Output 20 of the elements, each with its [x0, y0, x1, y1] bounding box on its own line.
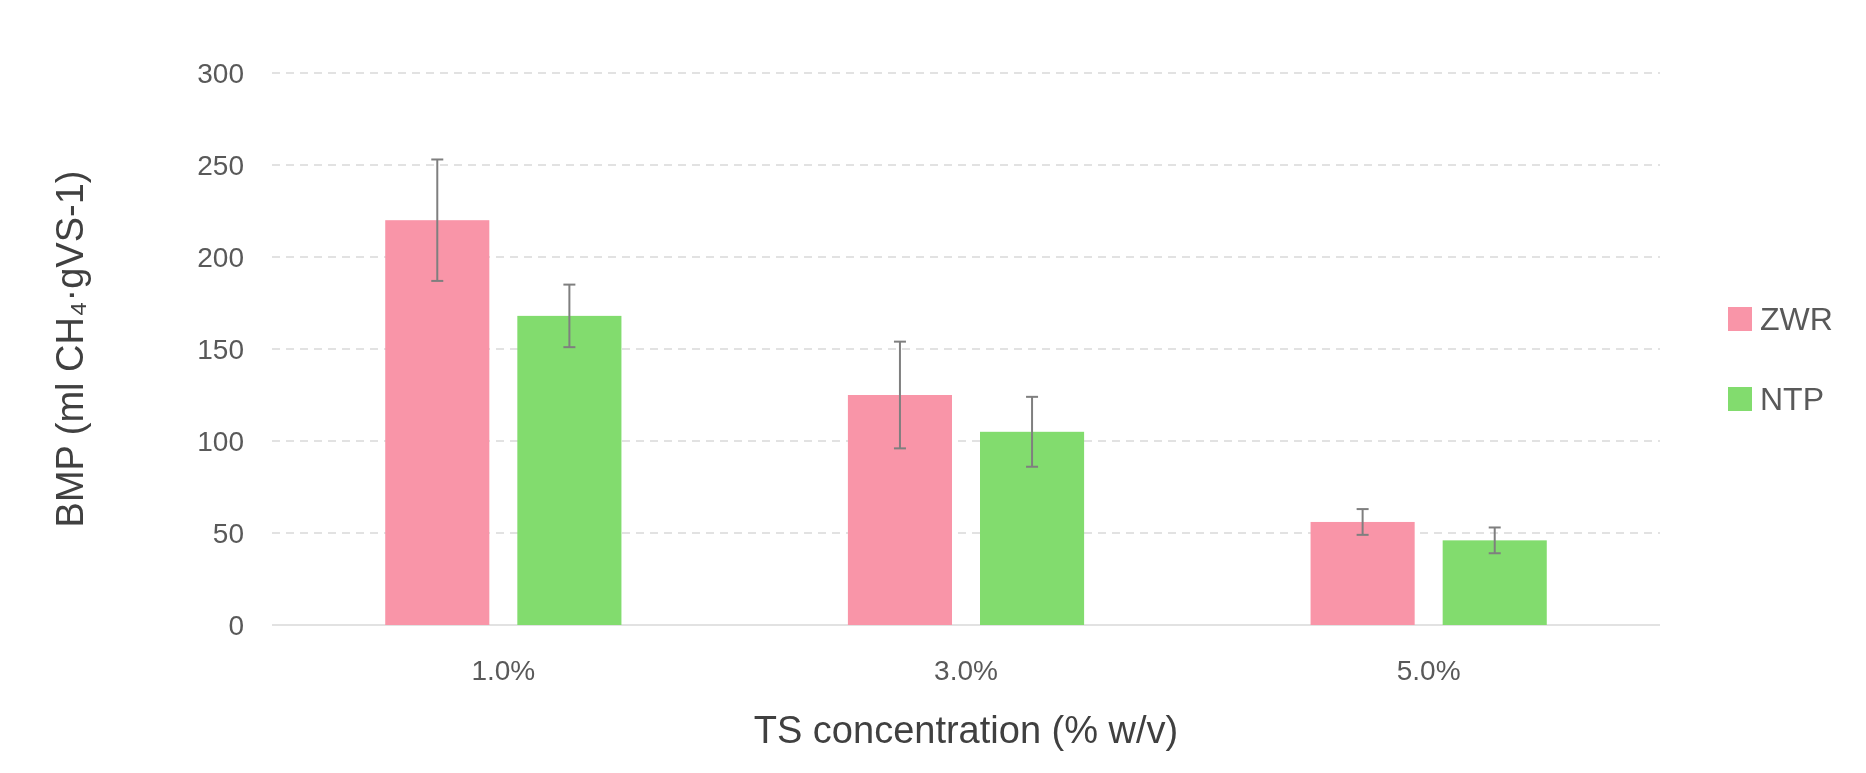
x-tick-label: 3.0%: [934, 655, 998, 686]
x-tick-label: 1.0%: [471, 655, 536, 686]
bar: [1442, 540, 1547, 625]
y-axis-title: BMP (ml CH₄·gVS-1): [49, 170, 91, 528]
bar: [847, 395, 952, 625]
bar: [1310, 521, 1415, 625]
y-tick-label: 150: [197, 333, 244, 365]
legend-label: ZWR: [1760, 301, 1833, 338]
bar: [385, 220, 490, 625]
bar: [517, 315, 622, 625]
y-tick-label: 300: [197, 57, 244, 89]
y-tick-label: 250: [197, 149, 244, 181]
y-tick-label: 100: [197, 425, 244, 457]
legend-label: NTP: [1760, 381, 1824, 418]
x-tick-label: 5.0%: [1396, 655, 1461, 686]
y-tick-label: 200: [197, 241, 244, 273]
y-tick-label: 0: [228, 609, 244, 641]
x-axis-title: TS concentration (% w/v): [753, 709, 1179, 751]
bar: [980, 431, 1085, 625]
y-tick-label: 50: [212, 517, 244, 549]
